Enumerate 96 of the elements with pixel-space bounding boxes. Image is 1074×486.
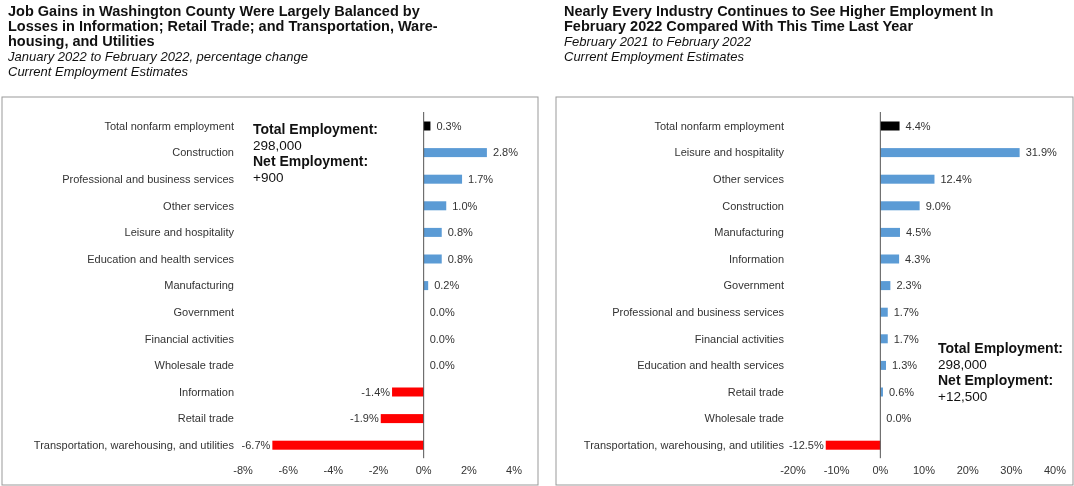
- data-label: -1.4%: [361, 385, 391, 398]
- x-tick-label: 0%: [872, 464, 889, 476]
- annotation: 298,000: [253, 138, 302, 153]
- data-label: 2.3%: [896, 279, 922, 292]
- bar: [880, 201, 920, 211]
- data-label: 1.7%: [468, 173, 494, 186]
- data-label: 0.0%: [886, 412, 912, 425]
- bar: [880, 281, 891, 291]
- bar: [423, 174, 463, 184]
- data-label: 0.0%: [429, 332, 455, 345]
- y-tick-label: Leisure and hospitality: [674, 146, 785, 159]
- data-label: 31.9%: [1025, 146, 1058, 159]
- data-label: -1.9%: [350, 412, 379, 425]
- bar: [880, 121, 900, 131]
- bar: [825, 440, 881, 450]
- annotation: Net Employment:: [938, 372, 1054, 388]
- bar: [423, 254, 442, 264]
- data-label: 9.0%: [925, 199, 951, 212]
- y-tick-label: Manufacturing: [714, 226, 784, 239]
- data-label: 1.0%: [452, 199, 478, 212]
- annotation: +900: [253, 170, 284, 185]
- x-tick-label: -2%: [368, 464, 389, 476]
- y-tick-label: Wholesale trade: [704, 412, 784, 425]
- y-tick-label: Financial activities: [694, 332, 785, 345]
- chart-subtitle: January 2022 to February 2022, percentage change Current Employment Estimates: [7, 49, 308, 79]
- bar: [272, 440, 424, 450]
- data-label: 1.7%: [893, 332, 920, 345]
- data-label: 4.3%: [905, 252, 931, 265]
- data-label: 1.3%: [892, 359, 918, 372]
- x-tick-label: -10%: [823, 464, 850, 476]
- y-tick-label: Education and health services: [87, 252, 235, 265]
- y-tick-label: Wholesale trade: [154, 359, 234, 372]
- chart-title: Job Gains in Washington County Were Largely Balanced by Losses in Information; Retail Trade; and Transportation, Ware- housing, and Utilities: [8, 3, 438, 49]
- data-label: 0.0%: [429, 359, 455, 372]
- x-tick-label: 0%: [415, 464, 432, 476]
- y-tick-label: Retail trade: [177, 412, 234, 425]
- y-tick-label: Professional and business services: [612, 306, 785, 319]
- y-tick-label: Information: [728, 252, 784, 265]
- data-label: -12.5%: [788, 439, 824, 452]
- bar: [880, 334, 888, 344]
- x-tick-label: 10%: [912, 464, 936, 476]
- data-label: 12.4%: [940, 173, 972, 186]
- data-label: -6.7%: [241, 439, 271, 452]
- bar: [423, 148, 487, 158]
- x-tick-label: 2%: [460, 464, 477, 476]
- x-tick-label: -20%: [780, 464, 807, 476]
- y-tick-label: Transportation, warehousing, and utilities: [583, 439, 785, 452]
- text: February 2021 to February 2022 Current Employment Estimates: [564, 34, 752, 64]
- annotation: 298,000: [938, 357, 987, 372]
- y-tick-label: Transportation, warehousing, and utilities: [33, 439, 235, 452]
- bar: [880, 227, 900, 237]
- y-tick-label: Construction: [722, 199, 784, 212]
- data-label: 0.3%: [436, 119, 462, 132]
- y-tick-label: Government: [173, 306, 234, 319]
- data-label: 1.7%: [893, 306, 920, 319]
- bar: [392, 387, 424, 397]
- y-tick-label: Total nonfarm employment: [654, 119, 784, 132]
- bar: [880, 174, 935, 184]
- bar: [880, 254, 900, 264]
- bar: [880, 148, 1020, 158]
- y-tick-label: Government: [723, 279, 784, 292]
- x-tick-label: -6%: [278, 464, 299, 476]
- data-label: 2.8%: [492, 146, 519, 159]
- x-tick-label: 20%: [956, 464, 979, 476]
- y-tick-label: Professional and business services: [62, 173, 235, 186]
- chart-title: Nearly Every Industry Continues to See Higher Employment In February 2022 Compared With This Time Last Year: [564, 3, 994, 34]
- y-tick-label: Information: [178, 385, 234, 398]
- y-tick-label: Education and health services: [637, 359, 785, 372]
- y-tick-label: Retail trade: [727, 385, 784, 398]
- annotation: Net Employment:: [253, 153, 369, 169]
- x-tick-label: -4%: [323, 464, 344, 476]
- bar: [380, 414, 424, 424]
- data-label: 4.4%: [905, 119, 931, 132]
- annotation: +12,500: [938, 389, 988, 404]
- data-label: 0.8%: [447, 252, 474, 265]
- data-label: 4.5%: [905, 226, 932, 239]
- data-label: 0.2%: [434, 279, 460, 292]
- x-tick-label: 30%: [1000, 464, 1023, 476]
- y-tick-label: Leisure and hospitality: [124, 226, 235, 239]
- x-tick-label: 4%: [506, 464, 523, 476]
- data-label: 0.0%: [429, 306, 455, 319]
- bar: [880, 307, 888, 317]
- annotation: Total Employment:: [938, 340, 1063, 356]
- data-label: 0.6%: [888, 385, 915, 398]
- y-tick-label: Other services: [713, 173, 785, 186]
- bar: [423, 227, 442, 237]
- y-tick-label: Other services: [163, 199, 235, 212]
- annotation: Total Employment:: [253, 121, 378, 137]
- data-label: 0.8%: [447, 226, 474, 239]
- y-tick-label: Construction: [172, 146, 234, 159]
- bar: [423, 201, 447, 211]
- y-tick-label: Manufacturing: [164, 279, 234, 292]
- x-tick-label: -8%: [233, 464, 253, 476]
- y-tick-label: Total nonfarm employment: [104, 119, 234, 132]
- x-tick-label: 40%: [1043, 464, 1067, 476]
- y-tick-label: Financial activities: [144, 332, 235, 345]
